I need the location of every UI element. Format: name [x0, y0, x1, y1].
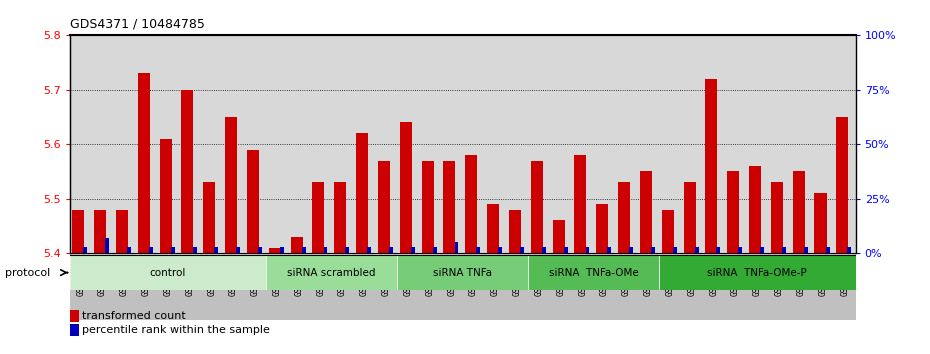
Bar	[684, 182, 696, 253]
Bar	[397, 255, 528, 290]
Text: siRNA  TNFa-OMe-P: siRNA TNFa-OMe-P	[708, 268, 807, 278]
Bar	[552, 221, 565, 253]
Bar	[171, 247, 175, 253]
Text: protocol: protocol	[5, 268, 50, 278]
Text: control: control	[150, 268, 186, 278]
Bar	[586, 247, 590, 253]
Bar	[465, 155, 477, 253]
Bar	[94, 210, 106, 253]
Bar	[444, 161, 456, 253]
Bar	[204, 182, 215, 253]
Bar	[695, 247, 698, 253]
Bar	[149, 247, 153, 253]
Bar	[215, 247, 219, 253]
Bar	[520, 247, 524, 253]
Bar	[716, 247, 721, 253]
Text: siRNA TNFa: siRNA TNFa	[433, 268, 492, 278]
Bar	[400, 122, 412, 253]
Bar	[771, 182, 783, 253]
Bar	[760, 247, 764, 253]
Bar	[815, 193, 827, 253]
Bar	[836, 117, 848, 253]
Bar	[70, 255, 266, 290]
Bar	[738, 247, 742, 253]
Bar	[487, 204, 499, 253]
Bar	[640, 171, 652, 253]
Text: GDS4371 / 10484785: GDS4371 / 10484785	[70, 18, 205, 31]
Bar	[804, 247, 808, 253]
Bar	[301, 247, 306, 253]
Bar	[73, 210, 85, 253]
Bar	[672, 247, 677, 253]
Bar	[705, 79, 717, 253]
Bar	[661, 210, 673, 253]
Bar	[247, 150, 259, 253]
Text: siRNA  TNFa-OMe: siRNA TNFa-OMe	[549, 268, 639, 278]
Text: siRNA scrambled: siRNA scrambled	[287, 268, 376, 278]
Bar	[269, 248, 281, 253]
Bar	[225, 117, 237, 253]
Bar	[258, 247, 262, 253]
Bar	[455, 242, 458, 253]
Text: percentile rank within the sample: percentile rank within the sample	[82, 325, 270, 335]
Bar	[334, 182, 346, 253]
Bar	[236, 247, 240, 253]
Bar	[138, 74, 150, 253]
Bar	[618, 182, 630, 253]
Bar	[280, 247, 284, 253]
Bar	[290, 237, 302, 253]
Bar	[105, 238, 109, 253]
Bar	[651, 247, 655, 253]
Bar	[847, 247, 851, 253]
Bar	[727, 171, 739, 253]
Bar	[312, 182, 325, 253]
Bar	[607, 247, 611, 253]
Bar	[659, 255, 856, 290]
Bar	[84, 247, 87, 253]
Bar	[792, 171, 804, 253]
Bar	[509, 210, 521, 253]
Bar	[389, 247, 393, 253]
Bar	[575, 155, 587, 253]
Bar	[531, 161, 543, 253]
Bar	[528, 255, 659, 290]
Bar	[181, 90, 193, 253]
Bar	[421, 161, 433, 253]
Bar	[127, 247, 131, 253]
Bar	[542, 247, 546, 253]
Bar	[749, 166, 761, 253]
Bar	[826, 247, 830, 253]
Bar	[630, 247, 633, 253]
Bar	[367, 247, 371, 253]
Bar	[193, 247, 196, 253]
Bar	[378, 161, 390, 253]
Bar	[160, 139, 172, 253]
Bar	[266, 255, 397, 290]
Bar	[498, 247, 502, 253]
Bar	[324, 247, 327, 253]
Bar	[356, 133, 368, 253]
Bar	[782, 247, 786, 253]
Bar	[432, 247, 436, 253]
Bar	[411, 247, 415, 253]
Text: transformed count: transformed count	[82, 311, 186, 321]
Bar	[564, 247, 567, 253]
Bar	[596, 204, 608, 253]
Bar	[345, 247, 350, 253]
Bar	[476, 247, 480, 253]
Bar	[116, 210, 128, 253]
